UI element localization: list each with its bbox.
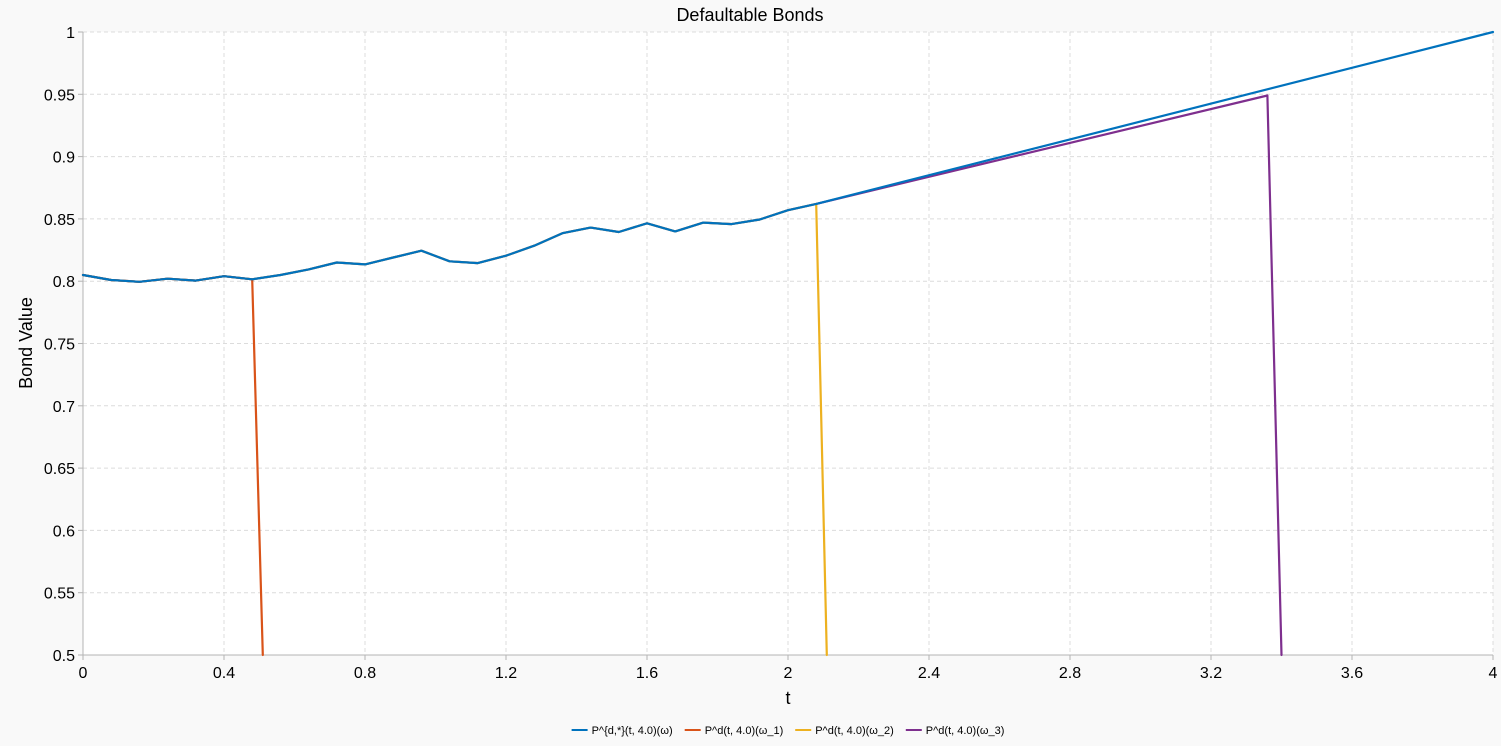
y-tick-label: 0.9	[53, 150, 75, 167]
y-tick-label: 0.8	[53, 274, 75, 291]
y-tick-label: 0.85	[44, 212, 75, 229]
legend-item-2: P^d(t, 4.0)(ω_2)	[795, 725, 894, 737]
y-tick-label: 0.7	[53, 399, 75, 416]
legend-item-0: P^{d,*}(t, 4.0)(ω)	[571, 725, 673, 737]
x-tick-label: 1.6	[636, 665, 658, 682]
series-line-0	[81, 30, 1495, 283]
x-axis-label: t	[785, 688, 790, 708]
legend-label: P^d(t, 4.0)(ω_1)	[705, 725, 784, 737]
tick-labels: 0 0.4 0.8 1.2 1.6 2 2.4 2.8 3.2 3.6 4 0.5 0.55 0.6 0.6…	[44, 25, 1498, 682]
legend-label: P^{d,*}(t, 4.0)(ω)	[592, 725, 673, 737]
legend: P^{d,*}(t, 4.0)(ω) P^d(t, 4.0)(ω_1) P^d(t,…	[571, 725, 1005, 737]
y-axis-label: Bond Value	[16, 297, 36, 389]
x-tick-label: 2.4	[918, 665, 940, 682]
series-lines	[81, 30, 1495, 657]
grid	[83, 31, 1494, 655]
x-tick-label: 2.8	[1059, 665, 1081, 682]
x-tick-label: 0.4	[213, 665, 235, 682]
y-tick-label: 0.95	[44, 87, 75, 104]
y-tick-label: 1	[66, 25, 75, 42]
legend-label: P^d(t, 4.0)(ω_3)	[926, 725, 1005, 737]
y-tick-label: 0.6	[53, 523, 75, 540]
x-tick-label: 4	[1489, 665, 1498, 682]
x-tick-label: 0.8	[354, 665, 376, 682]
legend-item-1: P^d(t, 4.0)(ω_1)	[684, 725, 784, 737]
legend-item-3: P^d(t, 4.0)(ω_3)	[905, 725, 1005, 737]
chart-title: Defaultable Bonds	[676, 5, 823, 25]
x-tick-label: 3.6	[1341, 665, 1363, 682]
y-tick-label: 0.5	[53, 648, 75, 665]
y-tick-label: 0.75	[44, 337, 75, 354]
x-tick-label: 0	[79, 665, 88, 682]
y-tick-label: 0.55	[44, 586, 75, 603]
x-tick-label: 3.2	[1200, 665, 1222, 682]
x-tick-label: 2	[784, 665, 793, 682]
x-tick-label: 1.2	[495, 665, 517, 682]
y-tick-label: 0.65	[44, 461, 75, 478]
legend-label: P^d(t, 4.0)(ω_2)	[815, 725, 894, 737]
